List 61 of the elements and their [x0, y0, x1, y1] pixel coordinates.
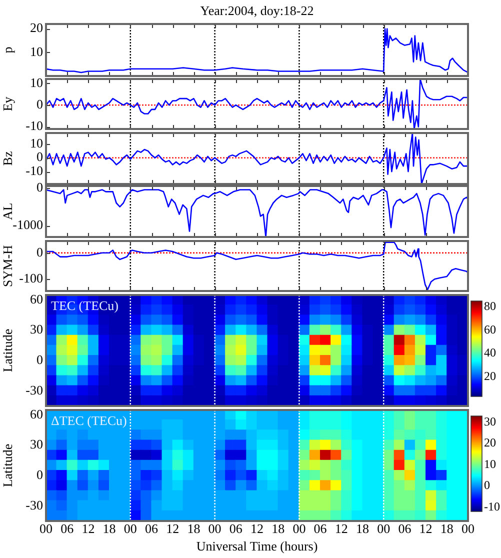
y-tick-label: 0 [36, 244, 43, 260]
color-bar-label: 0 [484, 478, 490, 492]
y-tick-label: 0 [36, 352, 43, 368]
x-tick-label: 00 [292, 521, 306, 536]
y-tick-label: 0 [36, 179, 43, 194]
x-tick-label: 18 [102, 521, 116, 536]
y-tick-label: -1000 [12, 217, 43, 232]
color-bar-label: 20 [484, 368, 496, 383]
color-bar-label: 30 [484, 414, 496, 429]
x-tick-label: 06 [145, 521, 158, 536]
x-tick-label: 18 [187, 521, 200, 536]
y-tick-label: -10 [26, 118, 43, 134]
chart-title: Year:2004, doy:18-22 [200, 3, 314, 18]
y-tick-label: 10 [30, 44, 43, 59]
x-tick-label: 12 [250, 521, 264, 536]
y-axis-title: AL [0, 202, 16, 220]
x-tick-label: 00 [208, 521, 222, 536]
y-tick-label: 30 [30, 436, 43, 452]
x-tick-label: 12 [82, 521, 95, 536]
x-tick-label: 06 [229, 521, 243, 536]
x-tick-label: 12 [166, 521, 180, 536]
y-tick-label: 10 [30, 74, 43, 90]
y-tick-label: -30 [26, 382, 43, 398]
y-axis-title: p [0, 46, 16, 54]
y-tick-label: 0 [36, 96, 43, 112]
y-tick-label: 60 [30, 406, 43, 422]
y-tick-label: 20 [30, 20, 43, 36]
x-tick-label: 06 [314, 521, 328, 536]
y-tick-label: 60 [30, 291, 43, 306]
y-tick-label: 0 [36, 148, 43, 164]
x-tick-label: 00 [377, 521, 390, 536]
color-bar-label: 20 [484, 436, 496, 450]
color-bar-label: 40 [484, 346, 496, 360]
y-tick-label: 30 [30, 322, 43, 337]
x-tick-label: 06 [60, 521, 74, 536]
y-tick-label: 0 [36, 467, 43, 482]
color-bar-label: 10 [484, 456, 496, 471]
color-bar-label: 80 [484, 298, 496, 313]
x-tick-label: 12 [334, 521, 348, 536]
color-bar-label: 60 [484, 322, 496, 336]
x-tick-label: 00 [124, 521, 137, 536]
y-tick-label: -10 [26, 162, 43, 178]
y-axis-title: Ey [0, 96, 16, 112]
x-tick-label: 18 [272, 521, 285, 536]
y-tick-label: 10 [30, 134, 43, 150]
x-tick-label: 18 [440, 521, 454, 536]
y-axis-title: Latitude [0, 328, 16, 372]
x-tick-label: 06 [398, 521, 412, 536]
annotation: TEC (TECu) [51, 298, 119, 313]
y-axis-title: SYM-H [0, 245, 16, 287]
x-axis-title: Universal Time (hours) [196, 538, 318, 554]
x-tick-label: 00 [40, 521, 52, 536]
x-tick-label: 18 [356, 521, 369, 536]
annotation: ΔTEC (TECu) [51, 412, 127, 428]
color-bar-label: -10 [484, 499, 500, 514]
y-tick-label: -30 [26, 497, 43, 512]
x-tick-label: 00 [462, 521, 474, 536]
x-tick-label: 12 [419, 521, 432, 536]
y-tick-label: -100 [19, 270, 43, 286]
y-axis-title: Bz [0, 150, 16, 166]
y-axis-title: Latitude [0, 444, 16, 488]
